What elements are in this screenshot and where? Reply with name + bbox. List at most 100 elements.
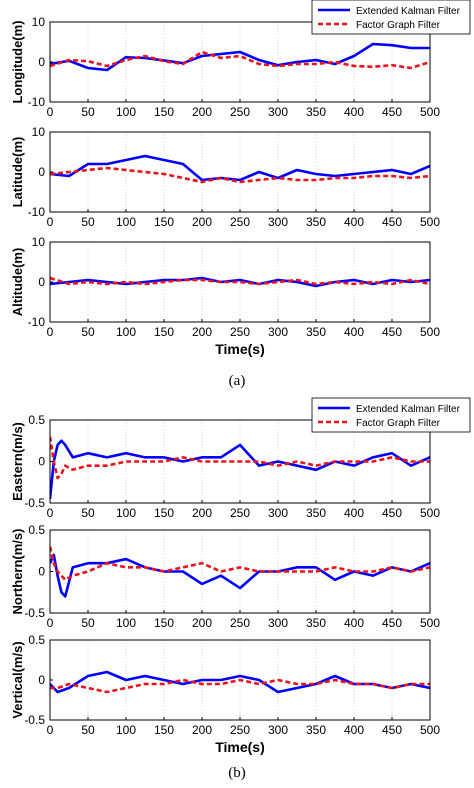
series-line-factor-graph	[50, 678, 430, 694]
x-tick-label: 150	[154, 616, 174, 630]
y-axis-label: Longitude(m)	[10, 20, 25, 103]
y-tick-label: 0.5	[28, 413, 45, 427]
y-axis-label: Latitude(m)	[10, 137, 25, 208]
legend-box	[311, 0, 471, 35]
x-tick-label: 250	[230, 723, 250, 737]
legend-label: Factor Graph Filter	[356, 418, 441, 429]
series-line-factor-graph	[50, 436, 430, 480]
x-tick-label: 400	[344, 616, 364, 630]
x-tick-label: 400	[344, 325, 364, 339]
x-tick-label: 250	[230, 325, 250, 339]
panel-label-a: (a)	[228, 373, 246, 389]
series-line-kalman	[50, 670, 430, 694]
x-tick-label: 500	[420, 723, 440, 737]
y-tick-label: -0.5	[24, 713, 45, 727]
x-tick-label: 150	[154, 506, 174, 520]
panel-label-b: (b)	[228, 765, 246, 781]
y-tick-label: 0	[38, 165, 45, 179]
x-tick-label: 200	[192, 723, 212, 737]
x-tick-label: 450	[382, 506, 402, 520]
x-tick-label: 400	[344, 506, 364, 520]
x-tick-label: 150	[154, 325, 174, 339]
x-tick-label: 0	[47, 215, 54, 229]
x-tick-label: 350	[306, 723, 326, 737]
series-line-kalman	[50, 439, 430, 499]
legend: Extended Kalman Filter Factor Graph Filte…	[311, 397, 471, 433]
x-tick-label: 200	[192, 325, 212, 339]
y-tick-label: 0	[38, 55, 45, 69]
series-line-factor-graph	[50, 546, 430, 582]
x-tick-label: 50	[81, 506, 95, 520]
x-tick-label: 50	[81, 105, 95, 119]
series-line-factor-graph	[50, 50, 430, 70]
y-axis-label: Vertical(m/s)	[10, 641, 25, 718]
y-tick-label: 10	[32, 235, 46, 249]
x-tick-label: 50	[81, 616, 95, 630]
x-tick-label: 150	[154, 215, 174, 229]
legend-label: Extended Kalman Filter	[356, 404, 461, 415]
x-tick-label: 50	[81, 723, 95, 737]
x-tick-label: 350	[306, 105, 326, 119]
x-tick-label: 250	[230, 105, 250, 119]
x-tick-label: 100	[116, 325, 136, 339]
x-tick-label: 300	[268, 506, 288, 520]
legend-box	[311, 397, 471, 433]
y-tick-label: 10	[32, 15, 46, 29]
x-tick-label: 500	[420, 506, 440, 520]
series-line-factor-graph	[50, 166, 430, 184]
y-tick-label: -0.5	[24, 606, 45, 620]
x-tick-label: 250	[230, 215, 250, 229]
y-tick-label: 0.5	[28, 523, 45, 537]
series-line-factor-graph	[50, 276, 430, 286]
x-tick-label: 0	[47, 616, 54, 630]
x-tick-label: 300	[268, 105, 288, 119]
x-tick-label: 200	[192, 616, 212, 630]
chart-4: 0 50 100 150 200 250 300 350 400 450 500-0.500.5Ea…	[10, 397, 471, 520]
y-tick-label: -10	[28, 205, 46, 219]
x-tick-label: 400	[344, 723, 364, 737]
x-tick-label: 300	[268, 215, 288, 229]
x-tick-label: 350	[306, 616, 326, 630]
y-tick-label: 0	[38, 275, 45, 289]
y-tick-label: 0.5	[28, 633, 45, 647]
x-tick-label: 100	[116, 506, 136, 520]
x-tick-label: 450	[382, 325, 402, 339]
chart-3: 0 50 100 150 200 250 300 350 400 450 500-10010Alti…	[10, 235, 440, 357]
x-tick-label: 400	[344, 215, 364, 229]
x-tick-label: 450	[382, 723, 402, 737]
x-tick-label: 450	[382, 105, 402, 119]
x-tick-label: 50	[81, 325, 95, 339]
y-tick-label: 10	[32, 125, 46, 139]
y-tick-label: 0	[38, 673, 45, 687]
x-tick-label: 500	[420, 616, 440, 630]
y-tick-label: -10	[28, 315, 46, 329]
x-tick-label: 0	[47, 506, 54, 520]
x-tick-label: 200	[192, 215, 212, 229]
series-line-kalman	[50, 553, 430, 598]
x-tick-label: 500	[420, 325, 440, 339]
y-axis-label: Altitude(m)	[10, 248, 25, 317]
chart-2: 0 50 100 150 200 250 300 350 400 450 500-10010Lati…	[10, 125, 440, 229]
y-tick-label: -0.5	[24, 496, 45, 510]
y-axis-label: Eastern(m/s)	[10, 422, 25, 501]
chart-1: 0 50 100 150 200 250 300 350 400 450 500-10010Long…	[10, 0, 471, 119]
x-tick-label: 500	[420, 215, 440, 229]
x-tick-label: 150	[154, 723, 174, 737]
x-tick-label: 350	[306, 506, 326, 520]
series-line-kalman	[50, 42, 430, 72]
y-axis-label: Northern(m/s)	[10, 529, 25, 615]
x-tick-label: 250	[230, 506, 250, 520]
x-tick-label: 0	[47, 723, 54, 737]
y-tick-label: 0	[38, 565, 45, 579]
x-axis-label: Time(s)	[215, 739, 265, 755]
x-tick-label: 100	[116, 723, 136, 737]
x-tick-label: 400	[344, 105, 364, 119]
x-tick-label: 500	[420, 105, 440, 119]
x-tick-label: 0	[47, 325, 54, 339]
x-tick-label: 150	[154, 105, 174, 119]
x-tick-label: 100	[116, 105, 136, 119]
x-tick-label: 450	[382, 215, 402, 229]
y-tick-label: 0	[38, 455, 45, 469]
x-tick-label: 0	[47, 105, 54, 119]
